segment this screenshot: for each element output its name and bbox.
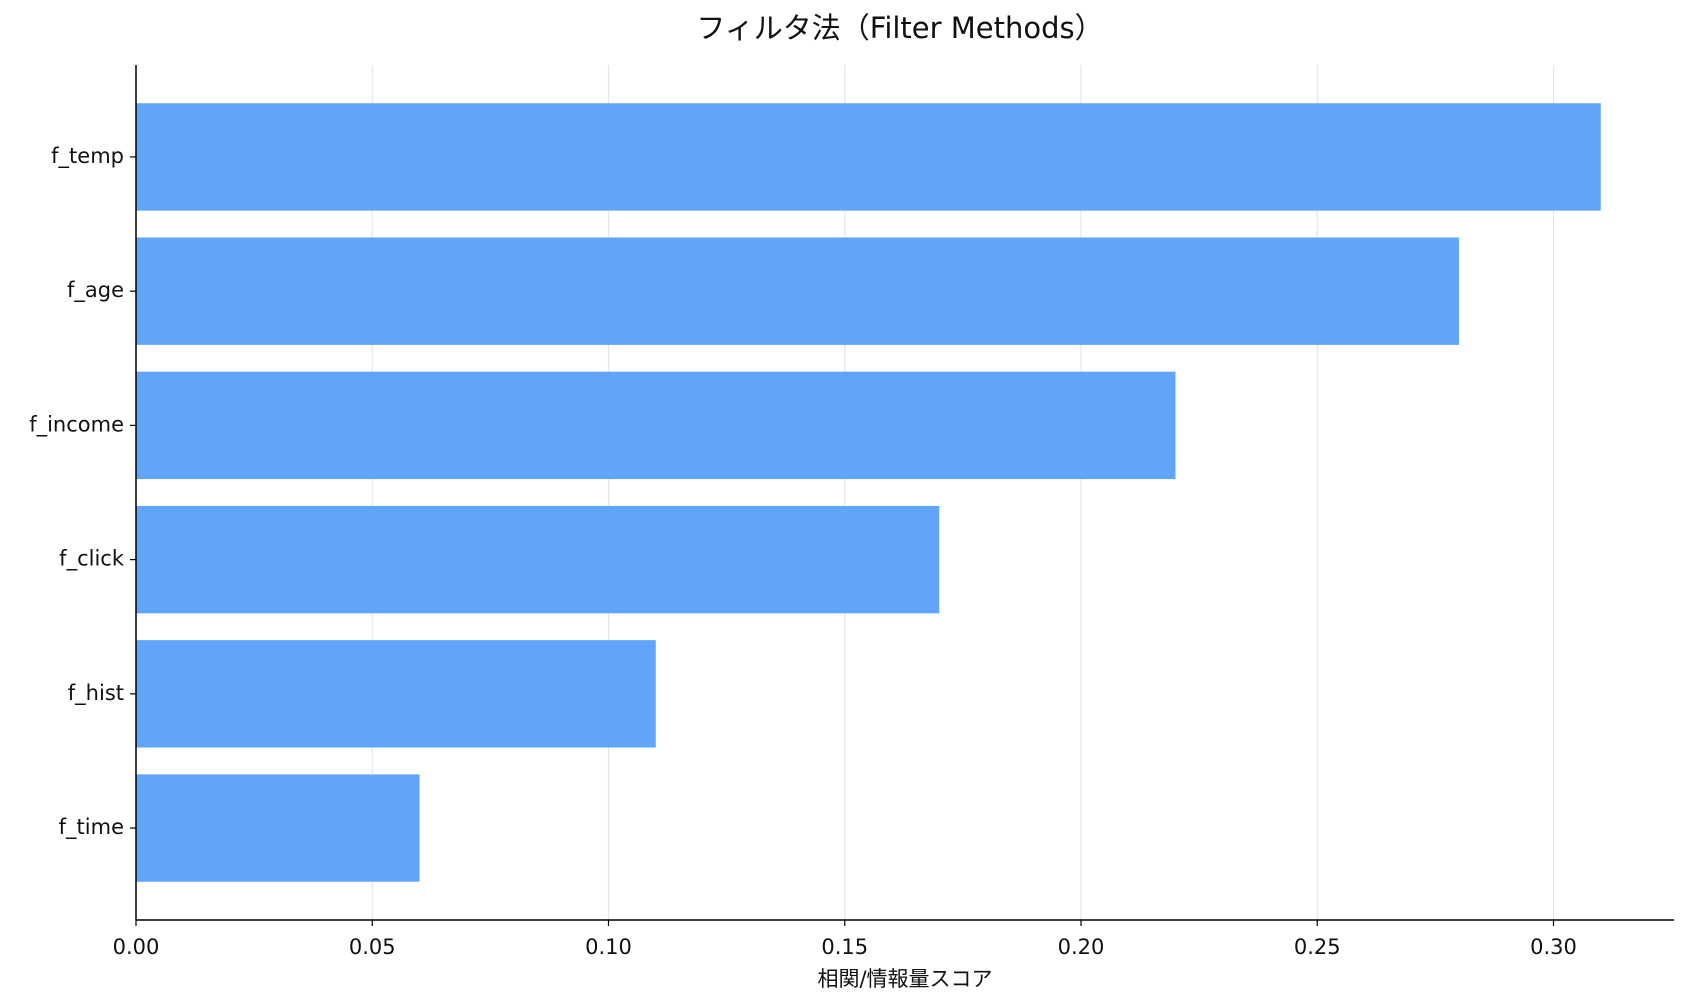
y-tick-label: f_hist — [68, 681, 124, 706]
bar — [136, 103, 1601, 211]
x-tick-label: 0.00 — [113, 935, 160, 959]
bar — [136, 640, 656, 748]
bar — [136, 237, 1460, 345]
x-axis-label: 相関/情報量スコア — [817, 967, 992, 991]
x-tick-label: 0.25 — [1294, 935, 1341, 959]
x-tick-label: 0.20 — [1058, 935, 1105, 959]
bar — [136, 505, 940, 614]
x-tick-label: 0.10 — [585, 935, 632, 959]
y-tick-label: f_temp — [51, 144, 124, 169]
x-tick-label: 0.15 — [821, 935, 868, 959]
x-tick-label: 0.30 — [1530, 935, 1577, 959]
y-tick-label: f_age — [67, 278, 124, 303]
y-tick-label: f_time — [59, 815, 124, 840]
y-tick-label: f_click — [59, 547, 125, 572]
x-tick-label: 0.05 — [349, 935, 396, 959]
bar — [136, 774, 420, 882]
y-tick-label: f_income — [29, 412, 124, 437]
chart-title: フィルタ法（Filter Methods） — [696, 11, 1103, 45]
bar — [136, 371, 1176, 480]
